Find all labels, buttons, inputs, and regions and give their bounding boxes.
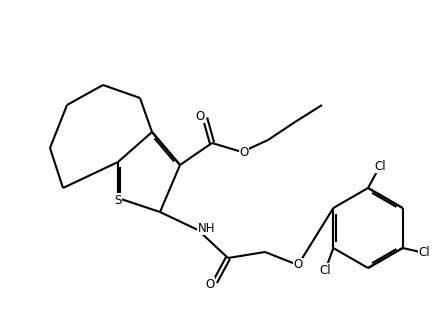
Text: O: O xyxy=(293,258,303,272)
Text: O: O xyxy=(206,278,214,290)
Text: S: S xyxy=(114,193,122,207)
Text: O: O xyxy=(195,110,205,122)
Text: O: O xyxy=(239,145,249,159)
Text: Cl: Cl xyxy=(419,246,430,259)
Text: Cl: Cl xyxy=(320,263,331,277)
Text: NH: NH xyxy=(198,221,215,235)
Text: Cl: Cl xyxy=(374,160,386,172)
